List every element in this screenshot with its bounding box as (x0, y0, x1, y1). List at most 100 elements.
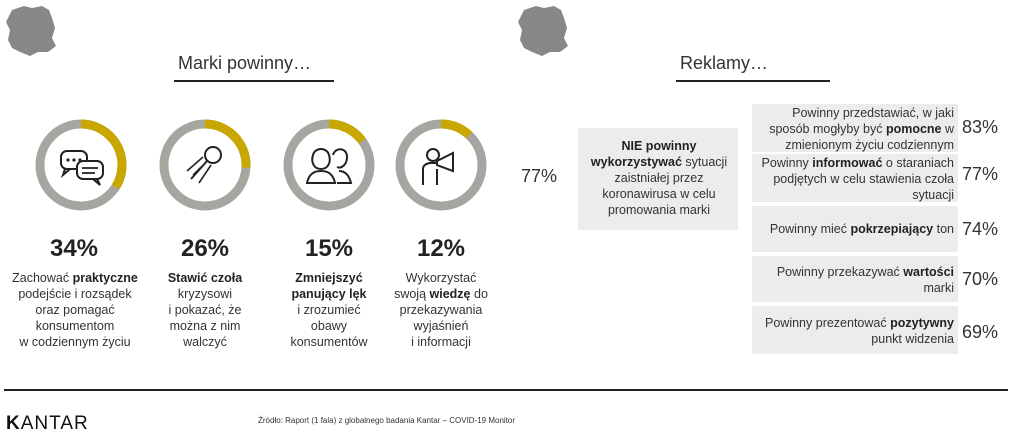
text-line: sposób mogłyby być pomocne w (758, 121, 954, 137)
ads-right-text-1: Powinny przedstawiać, w jaki sposób mogły… (758, 105, 954, 153)
text-run: swoją (394, 287, 430, 301)
text-line: Powinny przedstawiać, w jaki (758, 105, 954, 121)
ads-right-percent-4: 70% (962, 269, 999, 289)
donut-value-arc (395, 119, 487, 211)
ads-heading: Reklamy… (676, 53, 830, 82)
text-run: Powinny przekazywać (776, 265, 904, 279)
text-run: wyjaśnień (413, 319, 469, 333)
text-run: i zrozumieć (297, 303, 361, 317)
text-line: swoją wiedzę do (366, 286, 516, 302)
text-run: promowania marki (607, 203, 711, 217)
bold-text-run: panujący lęk (291, 287, 367, 301)
text-line: zmienionym życiu codziennym (758, 137, 954, 153)
bold-text-run: pomocne (885, 122, 942, 136)
poland-map-right-icon (514, 2, 570, 58)
text-line: NIE powinny (584, 138, 734, 154)
text-line: punkt widzenia (758, 331, 954, 347)
text-run: oraz pomagać (35, 303, 115, 317)
text-run: walczyć (183, 335, 227, 349)
text-line: konsumentom (0, 318, 150, 334)
ads-right-percent-5: 69% (962, 322, 999, 342)
text-run: sytuacji (912, 188, 954, 202)
ads-right-percent-2: 77% (962, 164, 999, 184)
text-run: zaistniałej przez (614, 171, 704, 185)
text-line: Stawić czoła (130, 270, 280, 286)
poland-map-shape (6, 6, 56, 56)
text-line: Powinny mieć pokrzepiający ton (758, 221, 954, 237)
brand-3-description: Zmniejszyć panujący lęk i zrozumieć obawy ko… (254, 270, 404, 350)
text-run: konsumentom (35, 319, 115, 333)
bold-text-run: informować (812, 156, 883, 170)
donut-value-arc (283, 119, 375, 211)
ads-right-percent-3: 74% (962, 219, 999, 239)
text-run: koronawirusa w celu (602, 187, 716, 201)
text-run: i informacji (411, 335, 471, 349)
people-icon (305, 148, 353, 184)
text-run: i pokazać, że (168, 303, 242, 317)
megaphone-person-icon (422, 148, 454, 185)
text-run: obawy (310, 319, 348, 333)
ads-left-percent: 77% (521, 166, 558, 186)
bold-text-run: pozytywny (890, 316, 954, 330)
ads-left-text: NIE powinny wykorzystywać sytuacji zaistni… (584, 138, 734, 218)
text-line: panujący lęk (254, 286, 404, 302)
ads-right-percent-1: 83% (962, 117, 999, 137)
ads-left-box: NIE powinny wykorzystywać sytuacji zaistni… (578, 128, 738, 230)
text-line: Wykorzystać (366, 270, 516, 286)
ads-right-text-5: Powinny prezentować pozytywny punkt widze… (758, 315, 954, 347)
text-line: koronawirusa w celu (584, 186, 734, 202)
ads-right-box-5: Powinny prezentować pozytywny punkt widze… (752, 306, 958, 354)
source-note: Źródło: Raport (1 fala) z globalnego bad… (258, 416, 516, 425)
text-run: Powinny (761, 156, 813, 170)
brand-2-percent: 26% (180, 235, 230, 262)
text-run: sytuacji (681, 155, 728, 169)
donut-ring-track (395, 119, 487, 211)
text-line: obawy (254, 318, 404, 334)
poland-map-shape (518, 6, 568, 56)
text-line: podejście i rozsądek (0, 286, 150, 302)
text-run: Powinny prezentować (765, 316, 891, 330)
text-line: Zmniejszyć (254, 270, 404, 286)
text-run: marki (923, 281, 954, 295)
bold-text-run: Stawić czoła (167, 271, 243, 285)
text-run: Zachować (12, 271, 73, 285)
text-run: Wykorzystać (405, 271, 477, 285)
text-line: Powinny prezentować pozytywny (758, 315, 954, 331)
chat-bubbles-icon (60, 150, 104, 186)
text-line: i pokazać, że (130, 302, 280, 318)
text-run: podjętych w celu stawienia czoła (773, 172, 954, 186)
text-run: Powinny przedstawiać, w jaki (792, 106, 954, 120)
kantar-logo: KANTAR (6, 413, 89, 434)
text-run: ton (933, 222, 954, 236)
text-line: konsumentów (254, 334, 404, 350)
text-line: marki (758, 280, 954, 296)
text-line: przekazywania (366, 302, 516, 318)
text-run: sposób mogłyby być (769, 122, 886, 136)
text-line: Powinny przekazywać wartości (758, 264, 954, 280)
brand-1-percent: 34% (49, 235, 99, 262)
text-line: w codziennym życiu (0, 334, 150, 350)
ads-right-text-4: Powinny przekazywać wartości marki (758, 264, 954, 296)
donut-value-arc (159, 119, 251, 211)
text-run: podejście i rozsądek (18, 287, 132, 301)
text-run: w codziennym życiu (19, 335, 131, 349)
text-line: można z nim (130, 318, 280, 334)
text-run: konsumentów (290, 335, 368, 349)
text-run: o staraniach (882, 156, 954, 170)
brand-4-description: Wykorzystać swoją wiedzę do przekazywania w… (366, 270, 516, 350)
text-line: i informacji (366, 334, 516, 350)
text-line: promowania marki (584, 202, 734, 218)
ads-right-text-3: Powinny mieć pokrzepiający ton (758, 221, 954, 237)
brands-heading: Marki powinny… (174, 53, 334, 82)
text-line: sytuacji (758, 187, 954, 203)
brand-2-description: Stawić czoła kryzysowi i pokazać, że można … (130, 270, 280, 350)
text-run: punkt widzenia (871, 332, 954, 346)
comet-icon (186, 146, 222, 184)
text-line: zaistniałej przez (584, 170, 734, 186)
text-line: wyjaśnień (366, 318, 516, 334)
text-run: w (941, 122, 954, 136)
bold-text-run: wykorzystywać (590, 155, 682, 169)
kantar-logo-text: ANTAR (20, 413, 89, 434)
ads-right-text-2: Powinny informować o staraniach podjętych… (758, 155, 954, 203)
ads-right-box-1: Powinny przedstawiać, w jaki sposób mogły… (752, 104, 958, 152)
